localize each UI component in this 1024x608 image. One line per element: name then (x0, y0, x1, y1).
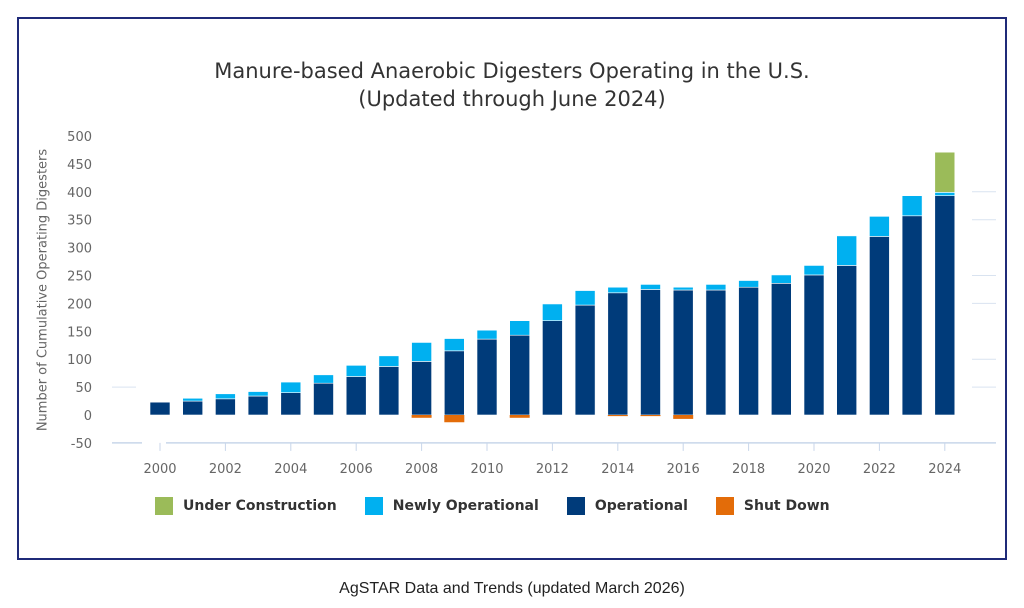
x-tick-label: 2002 (209, 462, 242, 477)
legend-swatch-shut-down (715, 497, 734, 515)
y-tick-label: 200 (67, 297, 92, 312)
y-tick-label: 350 (67, 214, 92, 229)
bar-newly-operational-2019 (770, 274, 792, 284)
bar-operational-2012 (542, 320, 563, 416)
bar-newly-operational-2007 (378, 355, 400, 367)
bar-shut-down-2015 (640, 415, 661, 417)
x-tick-label: 2014 (601, 462, 634, 477)
bar-newly-operational-2014 (607, 286, 629, 294)
bar-newly-operational-2011 (509, 320, 531, 336)
bar-operational-2010 (476, 338, 498, 416)
x-tick-label: 2008 (405, 462, 438, 477)
x-tick-label: 2022 (863, 462, 896, 477)
bar-operational-2013 (574, 304, 596, 416)
bar-shut-down-2011 (509, 415, 530, 418)
legend-item-newly-operational[interactable]: Newly Operational (364, 497, 539, 515)
y-tick-label: 250 (67, 270, 92, 285)
bar-operational-2020 (803, 274, 825, 416)
chart-title: Manure-based Anaerobic Digesters Operati… (214, 59, 810, 83)
figure-caption: AgSTAR Data and Trends (updated March 20… (339, 580, 685, 597)
bar-newly-operational-2001 (182, 397, 203, 402)
bar-operational-2017 (705, 289, 727, 416)
bar-operational-2000 (149, 401, 171, 416)
x-tick-label: 2024 (928, 462, 961, 477)
y-tick-label: 0 (84, 409, 92, 424)
bar-operational-2014 (607, 292, 629, 416)
bar-operational-2003 (247, 395, 269, 416)
chart-subtitle: (Updated through June 2024) (358, 87, 666, 111)
bar-operational-2024 (934, 195, 956, 416)
x-tick-label: 2010 (470, 462, 503, 477)
bar-newly-operational-2010 (476, 329, 498, 340)
bar-operational-2004 (280, 392, 302, 416)
bar-operational-2015 (640, 289, 661, 416)
bar-operational-2006 (345, 376, 367, 416)
legend-label: Shut Down (743, 498, 830, 514)
x-tick-label: 2000 (143, 462, 176, 477)
y-tick-label: 400 (67, 186, 92, 201)
bar-newly-operational-2004 (280, 381, 302, 393)
legend-label: Newly Operational (392, 498, 539, 514)
x-tick-label: 2012 (536, 462, 569, 477)
bar-operational-2009 (443, 350, 465, 416)
legend-label: Operational (594, 498, 688, 514)
y-tick-label: 300 (67, 242, 92, 257)
bar-operational-2022 (869, 236, 890, 416)
bar-newly-operational-2005 (313, 374, 334, 384)
y-tick-label: 50 (75, 381, 92, 396)
bar-newly-operational-2012 (542, 303, 563, 321)
bar-newly-operational-2002 (215, 393, 236, 400)
bar-shut-down-2008 (411, 415, 432, 418)
y-tick-label: 150 (67, 325, 92, 340)
y-tick-label: -50 (71, 437, 92, 452)
legend-swatch-newly-operational (364, 497, 383, 515)
bar-shut-down-2016 (673, 415, 694, 419)
bar-newly-operational-2009 (443, 338, 465, 352)
bar-newly-operational-2016 (672, 286, 694, 291)
legend-swatch-operational (566, 497, 585, 515)
x-tick-label: 2004 (274, 462, 307, 477)
bar-shut-down-2009 (444, 415, 465, 423)
bar-operational-2001 (182, 400, 203, 416)
legend: Under Construction Newly Operational Ope… (155, 497, 858, 515)
legend-label: Under Construction (183, 498, 337, 514)
bar-operational-2008 (411, 361, 432, 416)
bar-newly-operational-2015 (640, 284, 661, 290)
bar-operational-2018 (738, 286, 759, 416)
bar-operational-2011 (509, 334, 531, 416)
bar-operational-2016 (672, 289, 694, 416)
bar-newly-operational-2008 (411, 342, 432, 362)
bar-newly-operational-2021 (836, 235, 858, 266)
bar-operational-2005 (313, 382, 334, 416)
x-tick-label: 2006 (340, 462, 373, 477)
bar-newly-operational-2022 (869, 216, 890, 237)
bar-newly-operational-2006 (345, 365, 367, 377)
bar-newly-operational-2024 (934, 192, 956, 197)
y-tick-label: 450 (67, 158, 92, 173)
bar-operational-2021 (836, 265, 858, 416)
bar-newly-operational-2018 (738, 280, 759, 288)
y-tick-label: 100 (67, 353, 92, 368)
legend-item-shut-down[interactable]: Shut Down (715, 497, 830, 515)
bar-newly-operational-2020 (803, 265, 825, 276)
bar-newly-operational-2017 (705, 284, 727, 291)
bar-under-construction-2024 (934, 151, 956, 193)
y-tick-label: 500 (67, 130, 92, 145)
x-tick-label: 2020 (797, 462, 830, 477)
bar-operational-2019 (770, 283, 792, 416)
x-tick-label: 2016 (667, 462, 700, 477)
bar-newly-operational-2013 (574, 290, 596, 306)
legend-item-under-construction[interactable]: Under Construction (155, 497, 337, 515)
legend-item-operational[interactable]: Operational (566, 497, 688, 515)
legend-swatch-under-construction (155, 497, 173, 515)
bar-operational-2002 (215, 398, 236, 416)
bar-operational-2023 (901, 215, 923, 416)
bar-newly-operational-2023 (901, 195, 923, 217)
bar-operational-2007 (378, 366, 400, 416)
x-tick-label: 2018 (732, 462, 765, 477)
bar-shut-down-2014 (607, 415, 628, 417)
bar-newly-operational-2003 (247, 391, 269, 397)
